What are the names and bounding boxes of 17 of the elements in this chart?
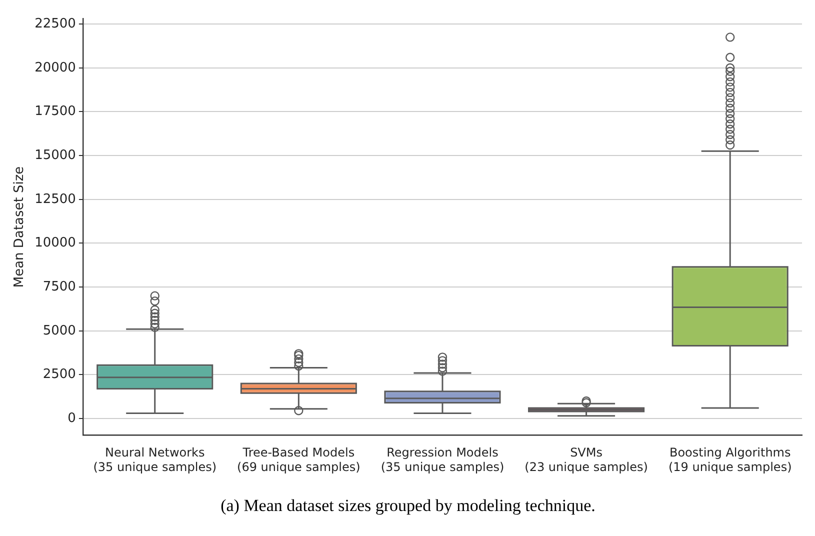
y-tick-label: 5000 (42, 323, 76, 338)
y-tick-label: 10000 (34, 236, 76, 251)
y-tick-label: 22500 (34, 16, 76, 32)
y-tick-label: 20000 (34, 60, 76, 76)
y-tick-label: 12500 (34, 192, 76, 207)
text: (a) Mean dataset sizes grouped by modeling technique. (220, 496, 596, 516)
y-tick-label: 17500 (34, 104, 76, 120)
y-tick-label: 15000 (34, 148, 76, 163)
y-tick-label: 7500 (42, 279, 76, 294)
y-tick-label: 2500 (42, 367, 76, 382)
x-tick-label: Tree-Based Models (69 unique samples) (237, 446, 360, 474)
x-tick-label: Neural Networks (35 unique samples) (93, 446, 217, 474)
y-tick-label: 0 (68, 410, 76, 426)
y-axis-title: Mean Dataset Size (12, 166, 28, 288)
x-tick-label: Boosting Algorithms (19 unique samples) (668, 446, 792, 474)
x-tick-label: SVMs (23 unique samples) (524, 446, 648, 474)
x-tick-label: Regression Models (35 unique samples) (380, 446, 504, 474)
